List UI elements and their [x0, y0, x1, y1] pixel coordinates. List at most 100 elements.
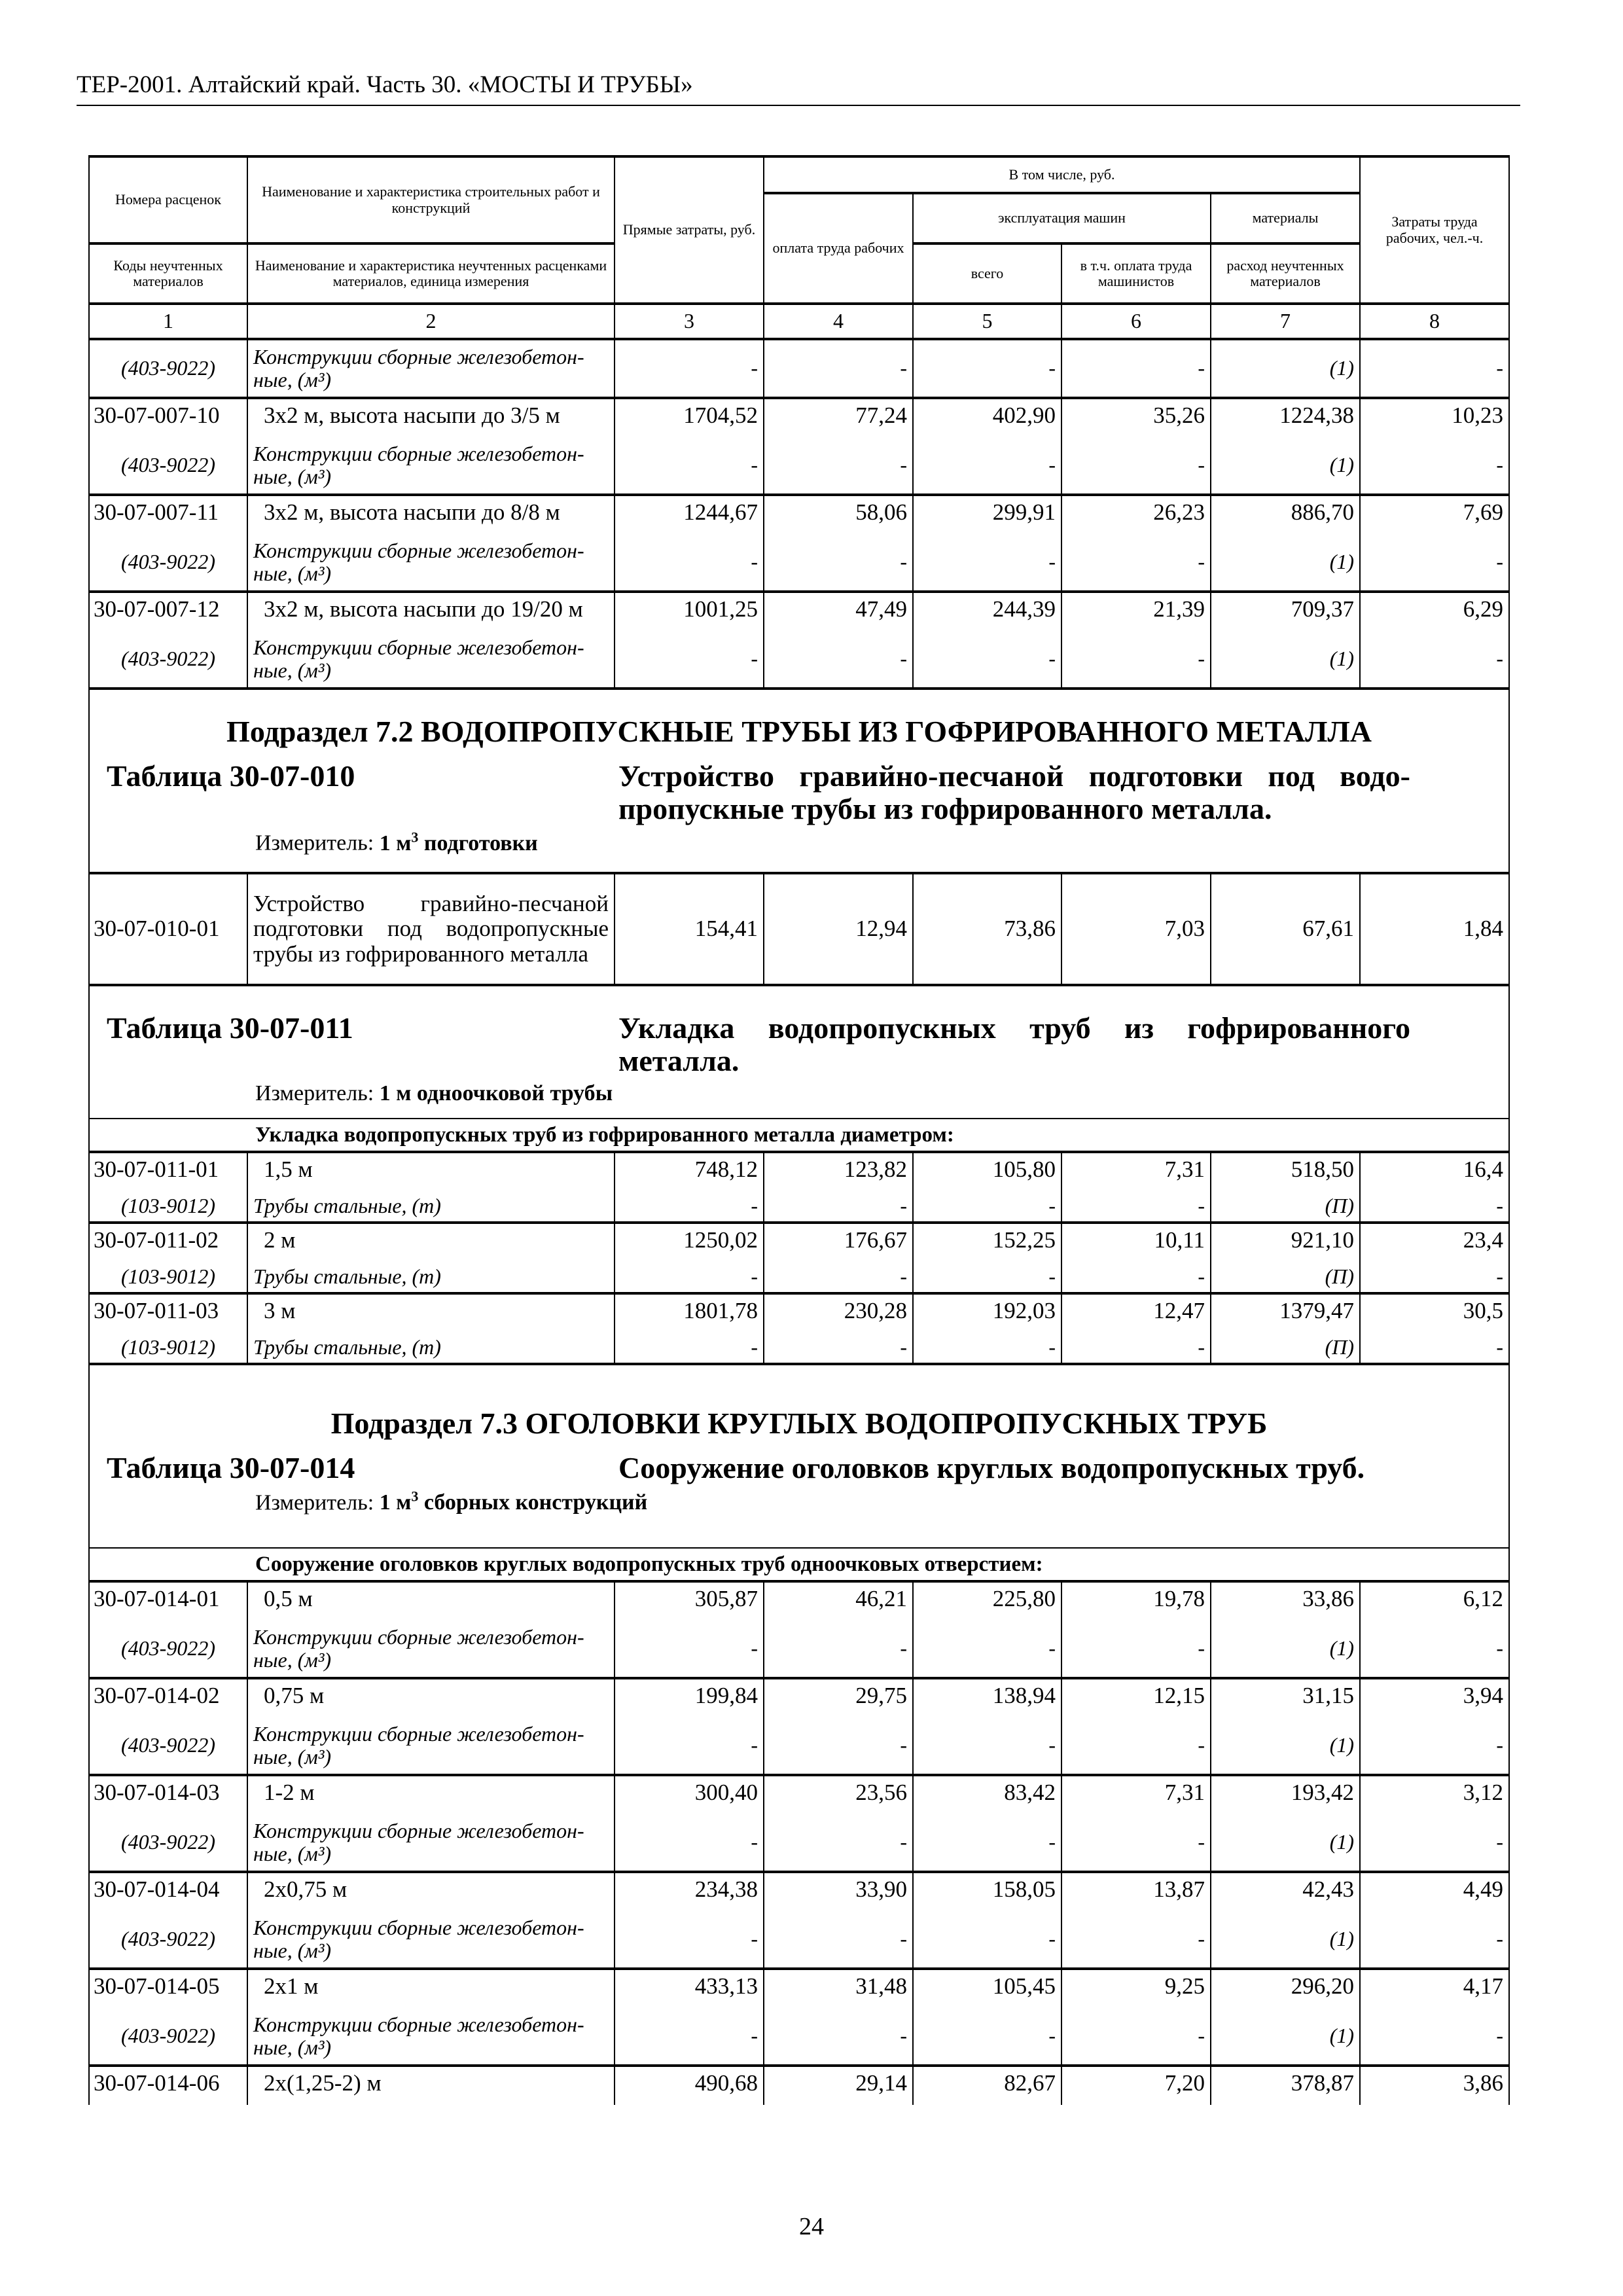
material-row: (403-9022) Конструкции сборные железобето…	[88, 437, 1510, 495]
direct-costs-cell: 1250,02	[614, 1221, 764, 1262]
direct-costs-cell: 199,84	[614, 1677, 764, 1717]
machinist-pay-cell: 7,03	[1061, 872, 1211, 985]
header-material-name: Наименование и характеристика неучтенных…	[247, 242, 615, 305]
material-code: (403-9022)	[88, 1717, 248, 1775]
measure-unit: Измеритель: 1 м3 сборных конструкций	[90, 1488, 1508, 1519]
subheading-text: Сооружение оголовков круглых водопропуск…	[88, 1547, 1510, 1582]
machinist-pay-cell: 9,25	[1061, 1967, 1211, 2008]
direct-costs-cell: 1001,25	[614, 590, 764, 631]
table-row: 30-07-014-06 2х(1,25-2) м 490,68 29,14 82,67…	[88, 2064, 1510, 2105]
labor-hours-cell: -	[1359, 2008, 1510, 2066]
section-cell: Подраздел 7.3 ОГОЛОВКИ КРУГЛЫХ ВОДОПРОПУ…	[88, 1363, 1510, 1548]
labor-pay-cell: 12,94	[763, 872, 914, 985]
machines-total-cell: 225,80	[912, 1580, 1062, 1621]
material-use-cell: 518,50	[1209, 1151, 1361, 1191]
material-use-cell: (1)	[1209, 1911, 1361, 1969]
direct-costs-cell: 1704,52	[614, 397, 764, 437]
work-name: 3х2 м, высота насыпи до 8/8 м	[247, 493, 615, 534]
header-rule	[77, 105, 1520, 106]
header-total: всего	[912, 242, 1062, 305]
machinist-pay-cell: -	[1061, 534, 1211, 592]
material-name: Конструкции сборные железобетон­ные, (м³…	[247, 339, 615, 398]
labor-pay-cell: -	[763, 437, 914, 495]
subheading-text: Укладка водопропускных труб из гофрирова…	[88, 1118, 1510, 1153]
material-name: Трубы стальные, (т)	[247, 1191, 615, 1223]
table-row: 30-07-007-11 3х2 м, высота насыпи до 8/8 …	[88, 493, 1510, 534]
labor-hours-cell: -	[1359, 1717, 1510, 1775]
header-machines: эксплуатация машин	[912, 192, 1211, 245]
direct-costs-cell: -	[614, 339, 764, 398]
header-direct-costs: Прямые затраты, руб.	[614, 155, 764, 305]
column-number: 3	[614, 304, 764, 340]
direct-costs-cell: -	[614, 1621, 764, 1678]
material-use-cell: (1)	[1209, 437, 1361, 495]
material-row: (403-9022) Конструкции сборные железобето…	[88, 2008, 1510, 2066]
material-use-cell: (1)	[1209, 1717, 1361, 1775]
material-code: (403-9022)	[88, 2008, 248, 2066]
machinist-pay-cell: -	[1061, 1621, 1211, 1678]
material-code: (403-9022)	[88, 339, 248, 398]
machinist-pay-cell: -	[1061, 1333, 1211, 1364]
machines-total-cell: -	[912, 1911, 1062, 1969]
machinist-pay-cell: 13,87	[1061, 1871, 1211, 1911]
rate-code: 30-07-007-10	[88, 397, 248, 437]
material-use-cell: 709,37	[1209, 590, 1361, 631]
material-code: (103-9012)	[88, 1262, 248, 1293]
labor-pay-cell: -	[763, 1191, 914, 1223]
table-title: Таблица 30-07-010 Устройство гравийно-пес…	[90, 760, 1508, 825]
machines-total-cell: 82,67	[912, 2064, 1062, 2105]
machinist-pay-cell: 12,47	[1061, 1292, 1211, 1333]
table-row: 30-07-014-03 1-2 м 300,40 23,56 83,42 7,31 193…	[88, 1774, 1510, 1814]
material-use-cell: (1)	[1209, 2008, 1361, 2066]
machines-total-cell: 158,05	[912, 1871, 1062, 1911]
material-use-cell: 378,87	[1209, 2064, 1361, 2105]
labor-pay-cell: 176,67	[763, 1221, 914, 1262]
material-row: (403-9022) Конструкции сборные железобето…	[88, 631, 1510, 689]
material-name: Конструкции сборные железобетон­ные, (м³…	[247, 534, 615, 592]
material-name: Конструкции сборные железобетон­ные, (м³…	[247, 1911, 615, 1969]
column-number: 4	[763, 304, 914, 340]
direct-costs-cell: -	[614, 437, 764, 495]
machinist-pay-cell: 35,26	[1061, 397, 1211, 437]
material-use-cell: (1)	[1209, 1814, 1361, 1872]
labor-pay-cell: 58,06	[763, 493, 914, 534]
measure-label: Измеритель:	[255, 831, 374, 855]
material-name: Конструкции сборные железобетон­ные, (м³…	[247, 437, 615, 495]
table-row: 30-07-014-05 2х1 м 433,13 31,48 105,45 9,25 29…	[88, 1967, 1510, 2008]
rate-code: 30-07-011-01	[88, 1151, 248, 1191]
material-code: (403-9022)	[88, 631, 248, 689]
table-row: 30-07-007-12 3х2 м, высота насыпи до 19/2…	[88, 590, 1510, 631]
table-row: 30-07-010-01 Устройство гравийно-песчаной…	[88, 872, 1510, 985]
labor-pay-cell: -	[763, 631, 914, 689]
labor-pay-cell: 29,75	[763, 1677, 914, 1717]
machines-total-cell: -	[912, 631, 1062, 689]
labor-hours-cell: 10,23	[1359, 397, 1510, 437]
work-name: 3 м	[247, 1292, 615, 1333]
material-row: (103-9012) Трубы стальные, (т) - - - - (П) -	[88, 1191, 1510, 1223]
direct-costs-cell: -	[614, 1262, 764, 1293]
material-use-cell: (1)	[1209, 534, 1361, 592]
header-materials: материалы	[1209, 192, 1361, 245]
header-machinist-pay: в т.ч. оплата труда машинистов	[1061, 242, 1211, 305]
table-description: Укладка водопропускных труб из гофрирова…	[618, 1011, 1410, 1077]
material-code: (103-9012)	[88, 1191, 248, 1223]
labor-hours-cell: 3,86	[1359, 2064, 1510, 2105]
page-number: 24	[799, 2213, 824, 2240]
direct-costs-cell: 234,38	[614, 1871, 764, 1911]
measure-unit: Измеритель: 1 м3 подготовки	[90, 829, 1508, 859]
work-name: 2 м	[247, 1221, 615, 1262]
direct-costs-cell: 154,41	[614, 872, 764, 985]
labor-pay-cell: -	[763, 1262, 914, 1293]
machines-total-cell: 83,42	[912, 1774, 1062, 1814]
header-rate-numbers: Номера расценок	[88, 155, 248, 245]
work-name: 2х(1,25-2) м	[247, 2064, 615, 2105]
table-description: Сооружение оголовков круглых водопропуск…	[618, 1451, 1365, 1485]
table-subheading: Укладка водопропускных труб из гофрирова…	[88, 1118, 1510, 1153]
labor-hours-cell: -	[1359, 534, 1510, 592]
rate-code: 30-07-011-03	[88, 1292, 248, 1333]
column-number: 2	[247, 304, 615, 340]
material-use-cell: 42,43	[1209, 1871, 1361, 1911]
labor-pay-cell: -	[763, 534, 914, 592]
material-use-cell: 31,15	[1209, 1677, 1361, 1717]
machinist-pay-cell: -	[1061, 437, 1211, 495]
